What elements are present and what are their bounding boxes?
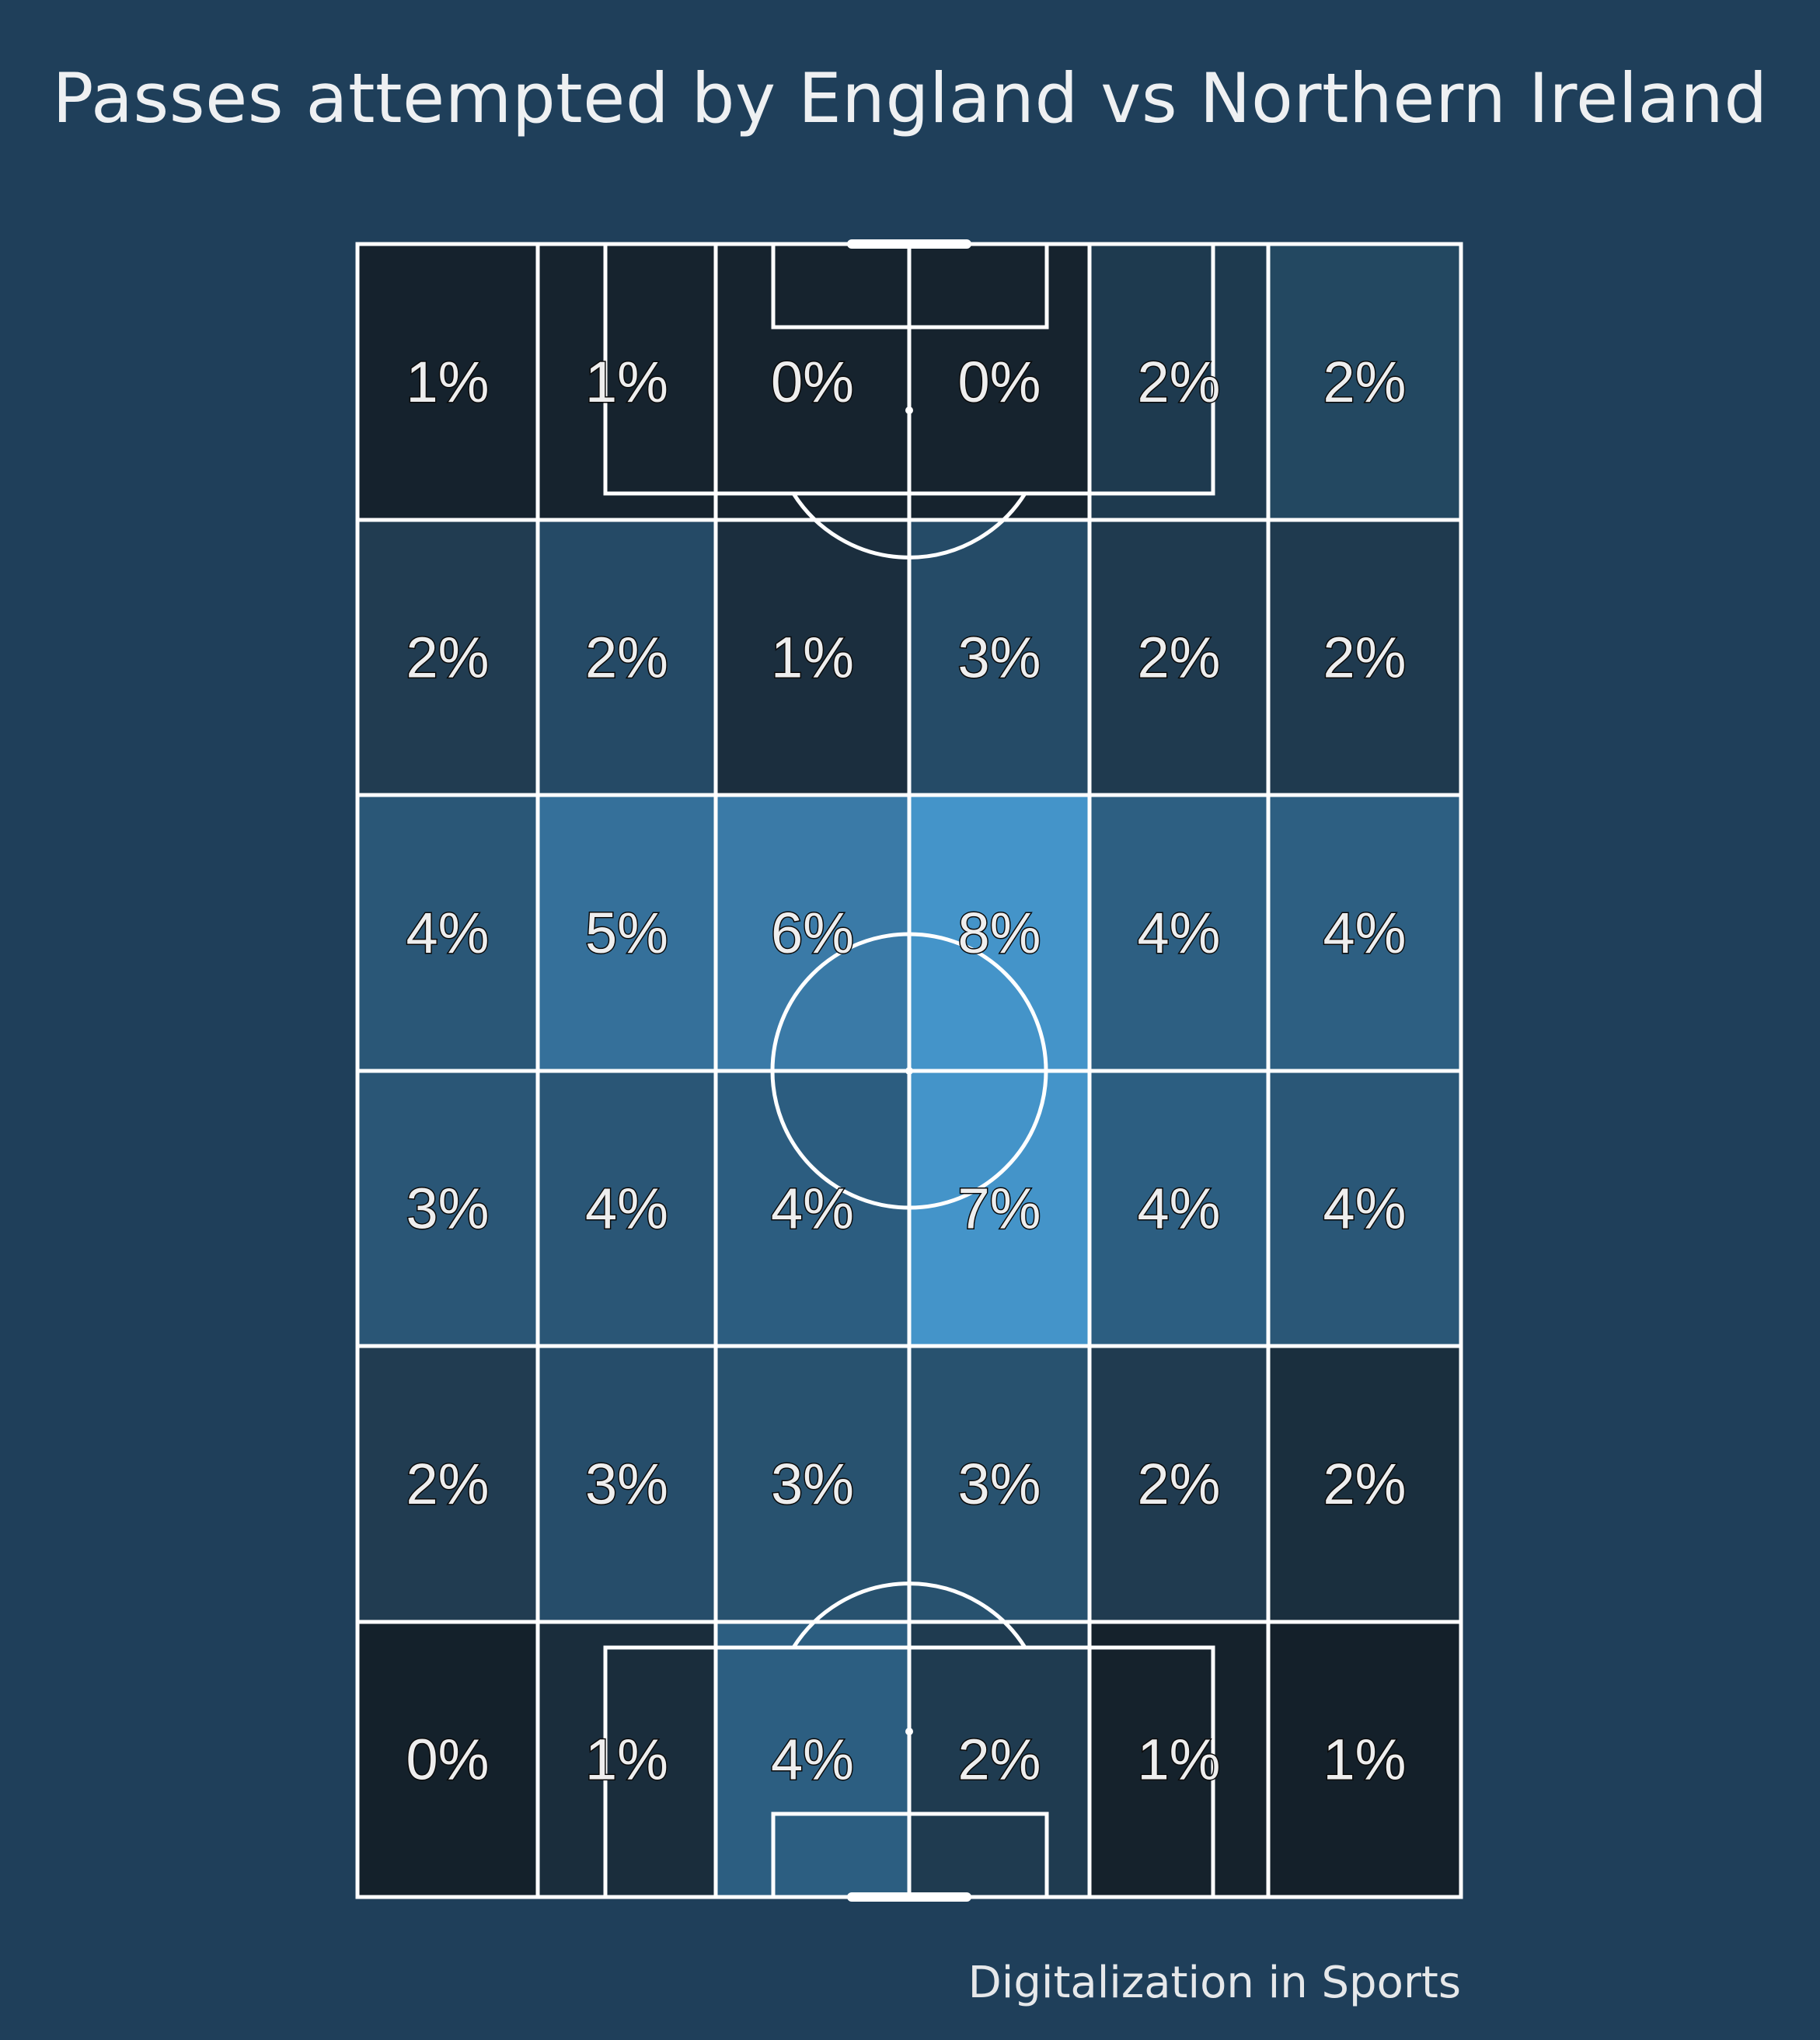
heatmap-cell-r4-c4 bbox=[909, 1071, 1090, 1346]
heatmap-cell-r5-c3 bbox=[716, 1346, 909, 1622]
zone-label-r2-c2: 2% bbox=[585, 626, 668, 690]
heatmap-cell-r5-c5 bbox=[1090, 1346, 1268, 1622]
zone-label-r1-c5: 2% bbox=[1138, 350, 1221, 414]
heatmap-cell-r2-c3 bbox=[716, 520, 909, 795]
zone-grid bbox=[357, 244, 1461, 1897]
zone-label-r1-c4: 0% bbox=[958, 350, 1041, 414]
heatmap-cell-r4-c5 bbox=[1090, 1071, 1268, 1346]
zone-label-r3-c5: 4% bbox=[1138, 901, 1221, 965]
heatmap-cell-r1-c1 bbox=[357, 244, 538, 520]
credit-text: Digitalization in Sports bbox=[968, 1958, 1461, 2008]
heatmap-cell-r4-c6 bbox=[1268, 1071, 1461, 1346]
zone-label-r1-c2: 1% bbox=[585, 350, 668, 414]
zone-label-r6-c4: 2% bbox=[958, 1728, 1041, 1792]
zone-label-r4-c2: 4% bbox=[585, 1177, 668, 1241]
zone-labels: 1% 1% 0% 0% 2% 2% 2% 2% 1% 3% 2% 2% 4% 5% 6% 8% 4% 4% 3% 4%… bbox=[405, 349, 1407, 1794]
zone-label-r2-c3: 1% bbox=[771, 626, 854, 690]
heatmap-cell-r1-c6 bbox=[1268, 244, 1461, 520]
heatmap-cell-r2-c4 bbox=[909, 520, 1090, 795]
heatmap-cell-r3-c6 bbox=[1268, 795, 1461, 1071]
heatmap-cells bbox=[357, 244, 1461, 1897]
heatmap-cell-r6-c5 bbox=[1090, 1622, 1268, 1897]
zone-label-r2-c5: 2% bbox=[1138, 626, 1221, 690]
heatmap-cell-r3-c4 bbox=[909, 795, 1090, 1071]
zone-label-r4-c1: 3% bbox=[406, 1177, 490, 1241]
heatmap-cell-r3-c5 bbox=[1090, 795, 1268, 1071]
heatmap-cell-r3-c1 bbox=[357, 795, 538, 1071]
heatmap-cell-r5-c1 bbox=[357, 1346, 538, 1622]
zone-label-r2-c1: 2% bbox=[406, 626, 490, 690]
zone-label-r6-c1: 0% bbox=[406, 1728, 490, 1792]
heatmap-cell-r6-c6 bbox=[1268, 1622, 1461, 1897]
zone-label-r3-c3: 6% bbox=[771, 901, 854, 965]
heatmap-cell-r6-c1 bbox=[357, 1622, 538, 1897]
heatmap-cell-r2-c1 bbox=[357, 520, 538, 795]
heatmap-cell-r1-c3 bbox=[716, 244, 909, 520]
zone-label-r4-c6: 4% bbox=[1323, 1177, 1407, 1241]
chart-title: Passes attempted by England vs Northern … bbox=[52, 58, 1768, 138]
zone-label-r3-c6: 4% bbox=[1323, 901, 1407, 965]
heatmap-cell-r1-c4 bbox=[909, 244, 1090, 520]
heatmap-cell-r5-c2 bbox=[538, 1346, 716, 1622]
zone-label-r1-c6: 2% bbox=[1323, 350, 1407, 414]
heatmap-cell-r6-c3 bbox=[716, 1622, 909, 1897]
zone-label-r3-c4: 8% bbox=[958, 901, 1041, 965]
zone-label-r1-c1: 1% bbox=[406, 350, 490, 414]
zone-label-r5-c1: 2% bbox=[406, 1452, 490, 1516]
zone-label-r2-c6: 2% bbox=[1323, 626, 1407, 690]
zone-label-r4-c5: 4% bbox=[1138, 1177, 1221, 1241]
zone-label-r5-c3: 3% bbox=[771, 1452, 854, 1516]
zone-label-r1-c3: 0% bbox=[771, 350, 854, 414]
heatmap-cell-r4-c2 bbox=[538, 1071, 716, 1346]
zone-label-r5-c5: 2% bbox=[1138, 1452, 1221, 1516]
heatmap-cell-r1-c2 bbox=[538, 244, 716, 520]
heatmap-cell-r6-c4 bbox=[909, 1622, 1090, 1897]
heatmap-cell-r5-c6 bbox=[1268, 1346, 1461, 1622]
zone-label-r6-c3: 4% bbox=[771, 1728, 854, 1792]
heatmap-cell-r6-c2 bbox=[538, 1622, 716, 1897]
zone-label-r6-c6: 1% bbox=[1323, 1728, 1407, 1792]
heatmap-cell-r2-c2 bbox=[538, 520, 716, 795]
heatmap-cell-r5-c4 bbox=[909, 1346, 1090, 1622]
zone-label-r3-c1: 4% bbox=[406, 901, 490, 965]
zone-label-r2-c4: 3% bbox=[958, 626, 1041, 690]
heatmap-cell-r3-c3 bbox=[716, 795, 909, 1071]
heatmap-cell-r1-c5 bbox=[1090, 244, 1268, 520]
zone-label-r4-c4: 7% bbox=[958, 1177, 1041, 1241]
heatmap-cell-r2-c5 bbox=[1090, 520, 1268, 795]
zone-label-r3-c2: 5% bbox=[585, 901, 668, 965]
zone-label-r6-c2: 1% bbox=[585, 1728, 668, 1792]
zone-label-r4-c3: 4% bbox=[771, 1177, 854, 1241]
heatmap-cell-r4-c1 bbox=[357, 1071, 538, 1346]
zone-label-r5-c2: 3% bbox=[585, 1452, 668, 1516]
zone-label-r5-c4: 3% bbox=[958, 1452, 1041, 1516]
heatmap-cell-r3-c2 bbox=[538, 795, 716, 1071]
heatmap-cell-r4-c3 bbox=[716, 1071, 909, 1346]
zone-label-r5-c6: 2% bbox=[1323, 1452, 1407, 1516]
zone-label-r6-c5: 1% bbox=[1138, 1728, 1221, 1792]
heatmap-cell-r2-c6 bbox=[1268, 520, 1461, 795]
